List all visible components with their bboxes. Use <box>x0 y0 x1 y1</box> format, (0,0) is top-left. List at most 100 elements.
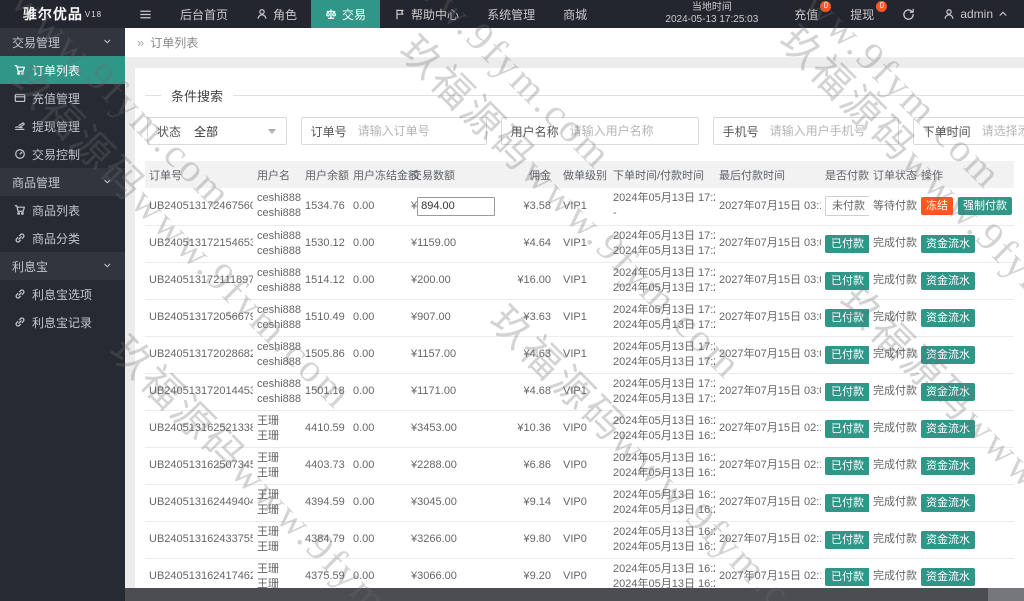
balance-cell: 4384.79 <box>301 521 349 559</box>
sidebar-group-1[interactable]: 交易管理 <box>0 28 125 56</box>
nav-item-2[interactable]: 角色 <box>242 0 311 28</box>
资金流水-button[interactable]: 资金流水 <box>921 234 975 253</box>
column-header-用户余额: 用户余额 <box>301 161 349 188</box>
status-filter-select[interactable]: 全部 <box>190 118 286 144</box>
last-pay-cell: 2027年07月15日 03:07:35 <box>715 299 821 337</box>
username-line2: 王珊 <box>257 577 279 590</box>
pay-time: 2024年05月13日 16:25:15 <box>613 466 715 479</box>
action-buttons: 资金流水 <box>921 567 980 586</box>
order-no-cell: UB2405131625073452 <box>145 447 253 485</box>
status-filter-label: 状态 <box>157 124 182 139</box>
paid-cell: 已付款 <box>821 521 869 559</box>
sidebar-item-充值管理[interactable]: 充值管理 <box>0 84 125 112</box>
sidebar-item-商品分类[interactable]: 商品分类 <box>0 224 125 252</box>
table-row: UB2405131724675604 ceshi888 ceshi888 1534.7… <box>145 188 1014 226</box>
status-cell: 等待付款 <box>869 188 917 226</box>
search-input-手机号[interactable] <box>767 118 898 144</box>
sidebar-item-提现管理[interactable]: 提现管理 <box>0 112 125 140</box>
paid-badge: 已付款 <box>825 271 869 290</box>
资金流水-button[interactable]: 资金流水 <box>921 530 975 549</box>
order-time: 2024年05月13日 17:20:56 <box>613 303 715 316</box>
nav-item-6[interactable]: 商城 <box>549 0 601 28</box>
last-pay-cell: 2027年07月15日 02:11:12 <box>715 521 821 559</box>
sidebar-item-label: 充值管理 <box>32 91 81 106</box>
action-buttons: 资金流水 <box>921 382 980 401</box>
horizontal-scrollbar[interactable] <box>125 588 1024 601</box>
资金流水-button[interactable]: 资金流水 <box>921 567 975 586</box>
link-icon <box>15 317 25 327</box>
search-row: 状态 全部 订单号用户名称手机号下单时间 搜 索 <box>147 117 1024 145</box>
username-line1: ceshi888 <box>257 229 301 242</box>
资金流水-button[interactable]: 资金流水 <box>921 493 975 512</box>
资金流水-button[interactable]: 资金流水 <box>921 308 975 327</box>
资金流水-button[interactable]: 资金流水 <box>921 419 975 438</box>
username-line1: 王珊 <box>257 525 279 538</box>
资金流水-button[interactable]: 资金流水 <box>921 271 975 290</box>
table-row: UB2405131720144531 ceshi888 ceshi888 1501.1… <box>145 373 1014 411</box>
nav-item-3[interactable]: 交易 <box>311 0 381 28</box>
search-input-下单时间[interactable] <box>979 118 1024 144</box>
username-line2: 王珊 <box>257 429 279 442</box>
local-time-value: 2024-05-13 17:25:03 <box>665 14 759 25</box>
资金流水-button[interactable]: 资金流水 <box>921 382 975 401</box>
username-line2: ceshi888 <box>257 392 301 405</box>
冻结-button[interactable]: 冻结 <box>921 197 953 216</box>
username-line1: ceshi888 <box>257 340 301 353</box>
frozen-cell: 0.00 <box>349 188 407 226</box>
local-time: 当地时间 2024-05-13 17:25:03 <box>645 2 778 26</box>
sidebar-item-交易控制[interactable]: 交易控制 <box>0 140 125 168</box>
actions-cell: 资金流水 <box>917 225 1014 263</box>
column-header-佣金: 佣金 <box>507 161 559 188</box>
status-cell: 完成付款 <box>869 373 917 411</box>
search-panel-legend: 条件搜索 <box>171 89 224 104</box>
pay-time: - <box>613 207 617 220</box>
frozen-cell: 0.00 <box>349 521 407 559</box>
content-card: 条件搜索 状态 全部 订单号用户名称手机号下单时间 搜 索 <box>135 68 1024 601</box>
资金流水-button[interactable]: 资金流水 <box>921 456 975 475</box>
资金流水-button[interactable]: 资金流水 <box>921 345 975 364</box>
frozen-cell: 0.00 <box>349 447 407 485</box>
recharge-label: 充值 <box>794 7 819 22</box>
action-buttons: 资金流水 <box>921 419 980 438</box>
scrollbar-thumb[interactable] <box>125 588 989 601</box>
强制付款-button[interactable]: 强制付款 <box>958 197 1012 216</box>
nav-item-1[interactable]: 后台首页 <box>166 0 242 28</box>
level-cell: VIP1 <box>559 262 609 300</box>
withdraw-link[interactable]: 提现 0 <box>834 0 890 28</box>
sidebar-group-2[interactable]: 商品管理 <box>0 168 125 196</box>
column-header-交易数额: 交易数额 <box>407 161 507 188</box>
sidebar-item-label: 订单列表 <box>32 63 81 78</box>
order-no-cell: UB2405131721118970 <box>145 262 253 300</box>
order-time: 2024年05月13日 16:25:21 <box>613 414 715 427</box>
commission-cell: ¥4.63 <box>507 336 559 374</box>
sidebar-group-label: 商品管理 <box>12 175 61 190</box>
table-header-row: 订单号 用户名 用户余额 用户冻结金额 交易数额 佣金 做单级别 下单时间/付款时间 最后付款时… <box>145 161 1014 188</box>
sidebar-item-利息宝选项[interactable]: 利息宝选项 <box>0 280 125 308</box>
commission-cell: ¥3.63 <box>507 299 559 337</box>
paid-cell: 已付款 <box>821 299 869 337</box>
search-input-订单号[interactable] <box>355 118 486 144</box>
admin-menu[interactable]: admin <box>927 7 1024 21</box>
collapse-sidebar-button[interactable] <box>125 0 166 28</box>
nav-item-5[interactable]: 系统管理 <box>473 0 549 28</box>
column-header-最后付款时间: 最后付款时间 <box>715 161 821 188</box>
orders-table-wrap: 订单号 用户名 用户余额 用户冻结金额 交易数额 佣金 做单级别 下单时间/付款时间 最后付款时… <box>145 161 1014 601</box>
table-row: UB2405131720566794 ceshi888 ceshi888 1510.4… <box>145 299 1014 337</box>
sidebar-item-利息宝记录[interactable]: 利息宝记录 <box>0 308 125 336</box>
sidebar-item-商品列表[interactable]: 商品列表 <box>0 196 125 224</box>
amount-cell: ¥200.00 <box>407 262 507 300</box>
sidebar-group-3[interactable]: 利息宝 <box>0 252 125 280</box>
balance-cell: 1514.12 <box>301 262 349 300</box>
recharge-link[interactable]: 充值 0 <box>778 0 834 28</box>
username-cell: ceshi888 ceshi888 <box>253 225 301 263</box>
nav-item-4[interactable]: 帮助中心 <box>380 0 473 28</box>
pay-time: 2024年05月13日 17:21:33 <box>613 281 715 294</box>
table-row: UB2405131721118970 ceshi888 ceshi888 1514.1… <box>145 262 1014 300</box>
user-icon <box>257 9 267 19</box>
search-field-group-3: 手机号 <box>712 117 899 145</box>
sidebar-item-订单列表[interactable]: 订单列表 <box>0 56 125 84</box>
actions-cell: 资金流水 <box>917 521 1014 559</box>
refresh-button[interactable] <box>890 8 927 21</box>
search-input-用户名称[interactable] <box>567 118 698 144</box>
amount-input[interactable] <box>417 196 496 216</box>
